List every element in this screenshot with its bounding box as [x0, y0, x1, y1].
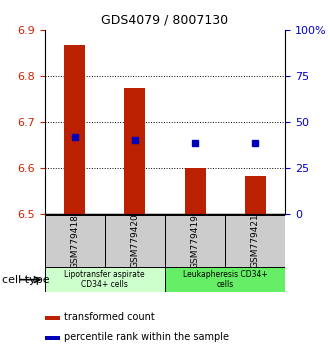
- Bar: [165, 215, 225, 267]
- Text: percentile rank within the sample: percentile rank within the sample: [64, 332, 229, 342]
- Text: cell type: cell type: [2, 275, 49, 285]
- Bar: [245, 176, 266, 214]
- Bar: [184, 168, 206, 214]
- Text: GSM779419: GSM779419: [191, 213, 200, 269]
- Text: Leukapheresis CD34+
cells: Leukapheresis CD34+ cells: [183, 270, 268, 289]
- Bar: [165, 267, 285, 292]
- Text: GSM779418: GSM779418: [70, 213, 79, 269]
- Title: GDS4079 / 8007130: GDS4079 / 8007130: [101, 13, 229, 26]
- Text: GSM779420: GSM779420: [130, 214, 139, 268]
- Bar: [45, 215, 105, 267]
- Text: transformed count: transformed count: [64, 312, 154, 322]
- Bar: [225, 215, 285, 267]
- Bar: [105, 215, 165, 267]
- Bar: [45, 336, 60, 340]
- Bar: [64, 45, 85, 214]
- Bar: [45, 316, 60, 320]
- Text: Lipotransfer aspirate
CD34+ cells: Lipotransfer aspirate CD34+ cells: [64, 270, 145, 289]
- Bar: [45, 267, 165, 292]
- Bar: [124, 87, 146, 214]
- Text: GSM779421: GSM779421: [251, 214, 260, 268]
